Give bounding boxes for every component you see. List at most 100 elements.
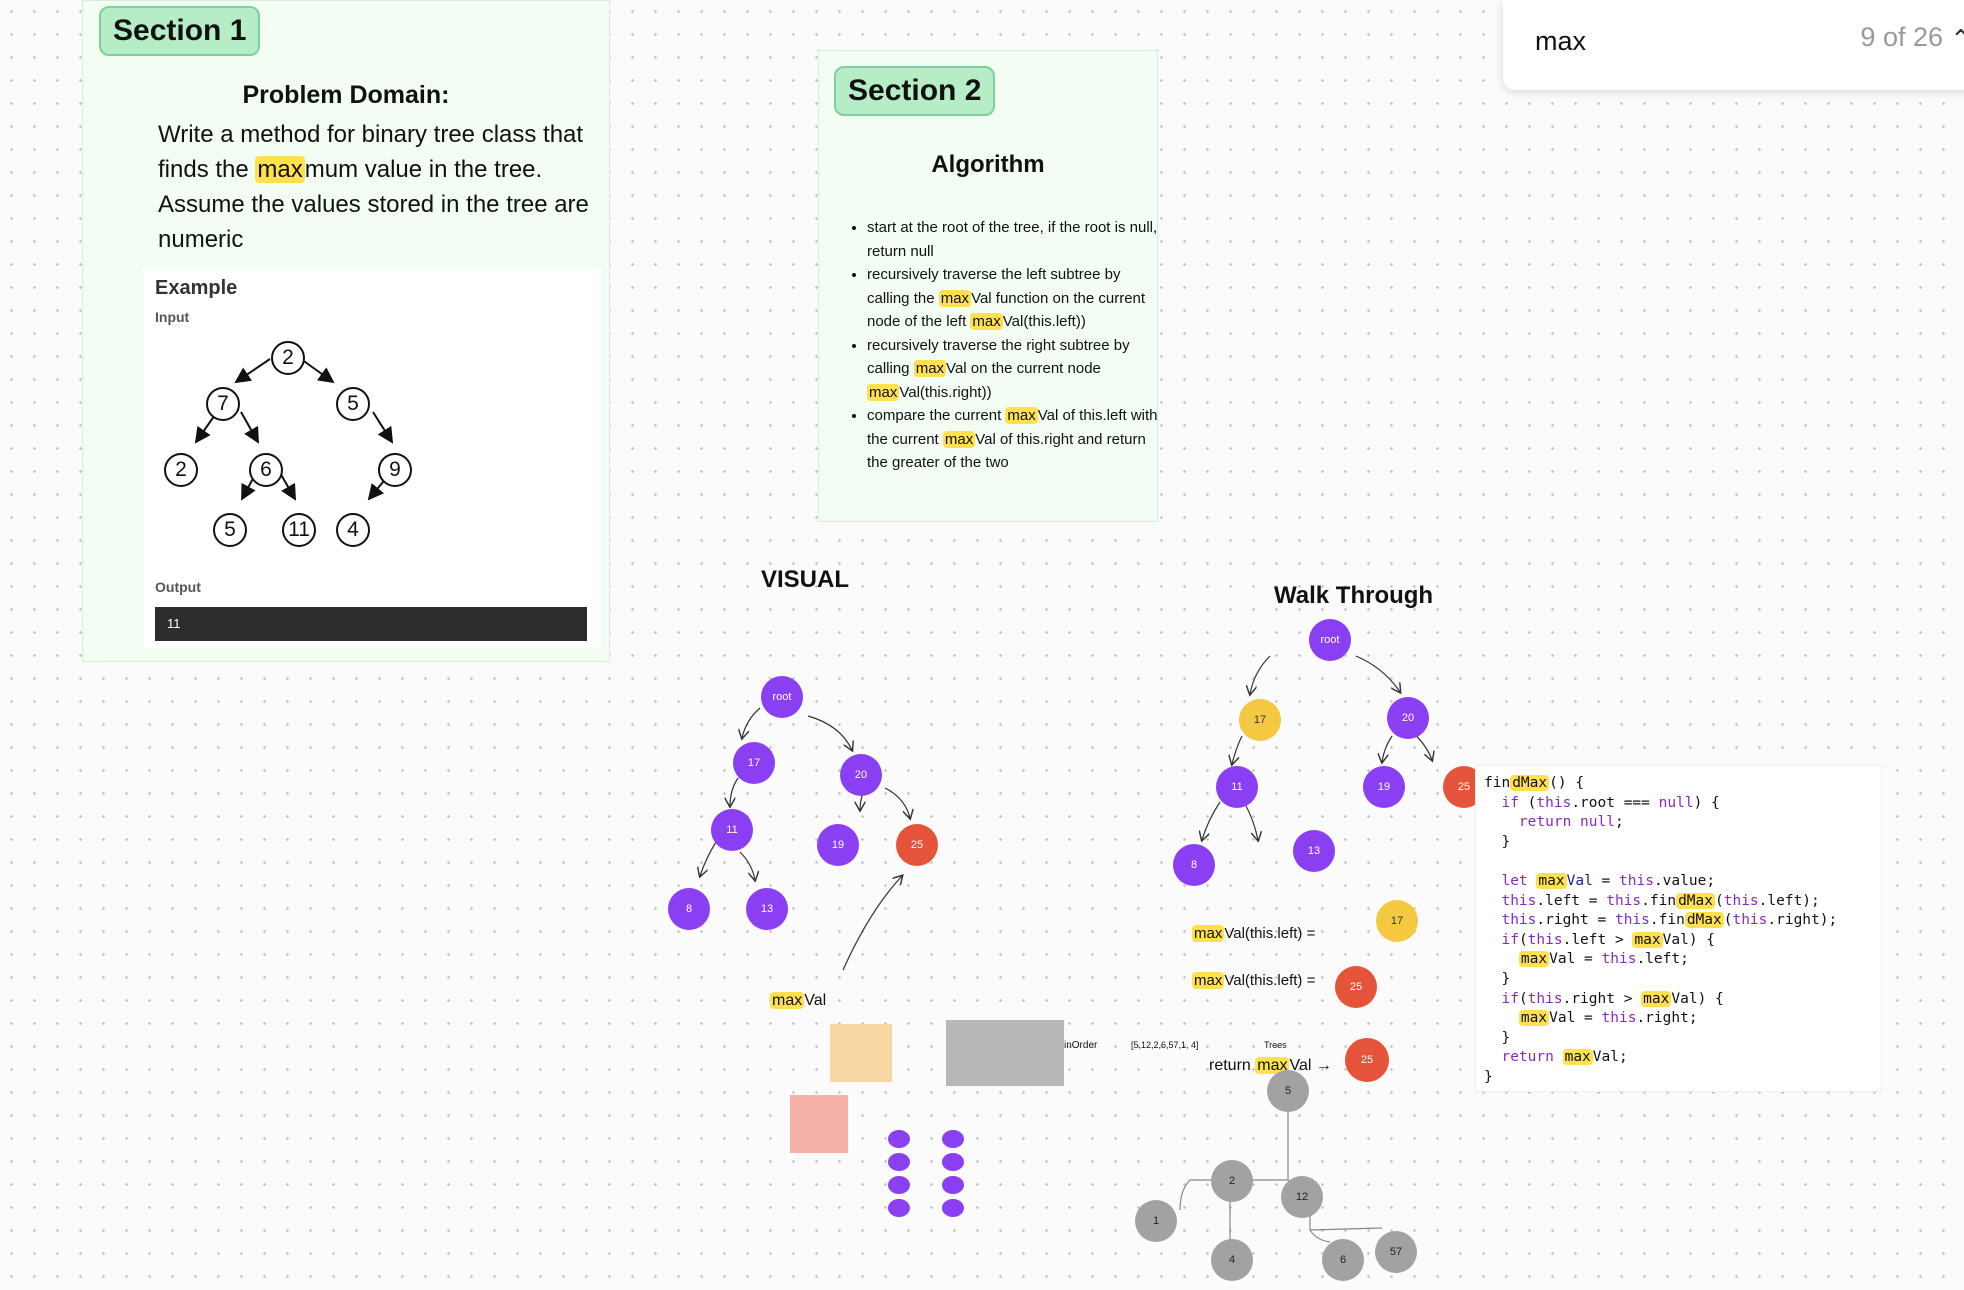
search-highlight: dMax: [1676, 892, 1715, 909]
code-token: .right >: [1562, 990, 1642, 1007]
return-pre: return: [1209, 1057, 1256, 1074]
find-bar[interactable]: 9 of 26 ⌃: [1503, 0, 1964, 90]
gray-tree-node: 6: [1322, 1239, 1364, 1281]
search-highlight: max: [970, 313, 1003, 330]
code-token: [1484, 814, 1519, 830]
step-text: Val of this.right and return the greater…: [867, 430, 1146, 472]
step-text: recursively traverse the left subtree by…: [867, 266, 1121, 307]
mini-node: [888, 1130, 910, 1148]
code-token: }: [1484, 1029, 1511, 1046]
code-token: (: [1518, 990, 1528, 1007]
code-token: .fin: [1649, 912, 1685, 929]
code-token: .left;: [1636, 951, 1689, 968]
walkthrough-node: 20: [1387, 697, 1429, 739]
code-token: [1484, 1010, 1519, 1026]
maxval-label: max Val: [770, 992, 826, 1010]
code-token: [1554, 1049, 1563, 1065]
code-token: Val;: [1592, 1049, 1628, 1066]
gray-tree-node: 1: [1135, 1200, 1177, 1242]
left-value-node: 17: [1376, 900, 1418, 942]
step-text: Val function on the current node of the …: [867, 289, 1146, 331]
output-value: 11: [155, 607, 587, 641]
search-highlight: max: [913, 360, 947, 377]
example-heading: Example: [155, 277, 238, 299]
code-line: if(this.left > max Val) {: [1484, 931, 1881, 951]
code-token: Val) {: [1671, 990, 1724, 1007]
mini-sticky-note[interactable]: [830, 1024, 892, 1082]
code-token: this: [1723, 892, 1759, 909]
maxval-label-rest: Val: [804, 992, 827, 1009]
code-token: this: [1619, 872, 1654, 889]
code-token: (: [1518, 794, 1537, 811]
search-highlight: max: [1255, 1057, 1290, 1074]
code-token: fin: [1484, 775, 1511, 791]
code-token: [1484, 893, 1501, 909]
tree-node: 2: [164, 453, 198, 487]
section-2-frame[interactable]: Section 2 Algorithm start at the root of…: [818, 50, 1158, 522]
mini-node: [888, 1176, 910, 1194]
output-label: Output: [155, 579, 201, 595]
tree-node: 4: [336, 513, 370, 547]
code-token: null: [1658, 794, 1694, 811]
example-card[interactable]: Example Input 2 7 5 2 6 9 5: [143, 269, 601, 649]
section-1-frame[interactable]: Section 1 Problem Domain: Write a method…: [82, 0, 610, 662]
trees-label: Trees: [1264, 1040, 1287, 1050]
code-token: ) {: [1693, 794, 1720, 811]
tree-node: 6: [249, 453, 283, 487]
search-highlight: max: [867, 383, 900, 401]
walkthrough-node: 13: [1293, 830, 1335, 872]
code-token: () {: [1549, 775, 1585, 791]
code-line: if(this.right > max Val) {: [1484, 990, 1881, 1010]
step-text: recursively traverse the right subtree b…: [867, 336, 1130, 378]
code-token: .left);: [1758, 892, 1820, 909]
mini-sticky-note[interactable]: [790, 1095, 848, 1153]
code-token: return: [1501, 1049, 1554, 1066]
step-text: compare the current: [867, 407, 1006, 424]
code-token: [1484, 1049, 1501, 1065]
code-token: this: [1601, 1010, 1637, 1027]
code-token: this: [1501, 912, 1537, 929]
mini-card-preview[interactable]: [946, 1020, 1064, 1086]
chevron-up-icon[interactable]: ⌃: [1950, 24, 1964, 54]
code-token: (: [1723, 912, 1733, 929]
code-token: [1571, 814, 1580, 830]
input-label: Input: [155, 309, 190, 325]
code-token: .right;: [1636, 1010, 1698, 1027]
visual-node: 19: [817, 824, 859, 866]
section-1-tag[interactable]: Section 1: [99, 6, 261, 56]
walkthrough-node: 19: [1363, 766, 1405, 808]
visual-node: root: [761, 676, 803, 718]
code-token: this: [1614, 912, 1650, 929]
code-token: .value;: [1653, 872, 1716, 889]
code-token: [1484, 912, 1501, 928]
gray-tree-node: 4: [1211, 1239, 1253, 1281]
tree-node: 2: [271, 341, 305, 375]
code-token: if: [1501, 990, 1519, 1007]
return-value-node: 25: [1345, 1038, 1389, 1082]
code-block[interactable]: fin dMax() { if (this.root === null) { re…: [1475, 765, 1882, 1092]
left-maxval-label: max Val(this.left) =: [1192, 925, 1315, 942]
code-line: }: [1484, 970, 1881, 990]
mini-node: [888, 1153, 910, 1171]
search-input[interactable]: [1533, 20, 1797, 62]
walkthrough-node: 17: [1239, 699, 1281, 741]
gray-tree-node: 57: [1375, 1231, 1417, 1273]
visual-node: 11: [711, 809, 753, 851]
right-maxval-label: max Val(this.left) =: [1192, 972, 1315, 989]
return-maxval-label: return max Val →: [1209, 1057, 1332, 1075]
code-token: [1484, 951, 1519, 967]
problem-text-after: mum value in the tree. Assume the values…: [158, 156, 589, 253]
gray-tree-node: 5: [1267, 1070, 1309, 1112]
gray-tree-node: 12: [1281, 1176, 1323, 1218]
search-highlight: max: [938, 289, 972, 307]
walkthrough-node: root: [1309, 619, 1351, 661]
code-token: this: [1536, 794, 1572, 811]
search-highlight: max: [770, 992, 805, 1009]
tree-node: 5: [336, 387, 370, 421]
visual-heading: VISUAL: [761, 566, 850, 593]
code-token: [1484, 991, 1501, 1007]
section-2-tag[interactable]: Section 2: [834, 66, 996, 116]
code-text: fin dMax() { if (this.root === null) { re…: [1476, 766, 1881, 1088]
code-line: return null;: [1484, 813, 1881, 833]
code-token: ;: [1614, 814, 1624, 831]
